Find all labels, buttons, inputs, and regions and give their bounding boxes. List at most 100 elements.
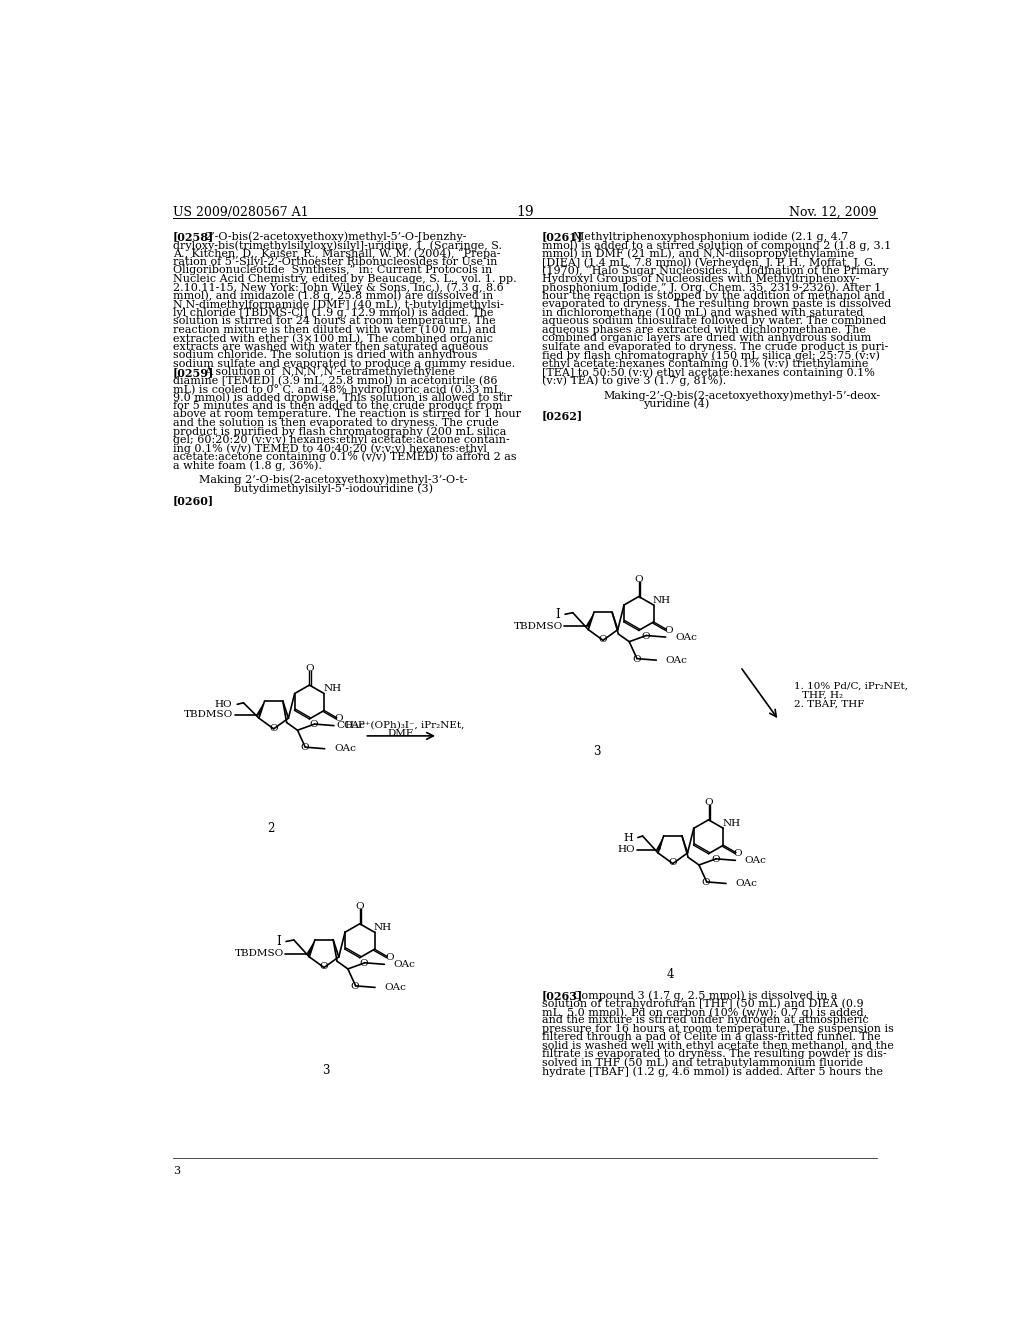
- Text: filtrate is evaporated to dryness. The resulting powder is dis-: filtrate is evaporated to dryness. The r…: [542, 1049, 887, 1059]
- Text: extracts are washed with water then saturated aqueous: extracts are washed with water then satu…: [173, 342, 488, 351]
- Polygon shape: [586, 612, 594, 627]
- Text: aqueous phases are extracted with dichloromethane. The: aqueous phases are extracted with dichlo…: [542, 325, 866, 335]
- Text: O: O: [635, 576, 643, 583]
- Text: [TEA] to 50:50 (v:v) ethyl acetate:hexanes containing 0.1%: [TEA] to 50:50 (v:v) ethyl acetate:hexan…: [542, 367, 874, 378]
- Text: OAc: OAc: [675, 632, 696, 642]
- Text: TBDMSO: TBDMSO: [184, 710, 233, 719]
- Text: mmol), and imidazole (1.8 g, 25.8 mmol) are dissolved in: mmol), and imidazole (1.8 g, 25.8 mmol) …: [173, 290, 494, 301]
- Text: (1970), “Halo Sugar Nucleosides. I. Iodination of the Primary: (1970), “Halo Sugar Nucleosides. I. Iodi…: [542, 265, 889, 276]
- Text: OAc: OAc: [334, 744, 355, 754]
- Text: 1. 10% Pd/C, iPr₂NEt,: 1. 10% Pd/C, iPr₂NEt,: [795, 681, 908, 690]
- Text: 3: 3: [593, 744, 601, 758]
- Text: O: O: [305, 664, 313, 673]
- Text: O: O: [664, 626, 673, 635]
- Text: reaction mixture is then diluted with water (100 mL) and: reaction mixture is then diluted with wa…: [173, 325, 496, 335]
- Text: dryloxy-bis(trimethylsilyloxy)silyl]-uridine, 1, (Scaringe, S.: dryloxy-bis(trimethylsilyloxy)silyl]-uri…: [173, 240, 502, 251]
- Text: [0259]: [0259]: [173, 367, 214, 378]
- Text: hour the reaction is stopped by the addition of methanol and: hour the reaction is stopped by the addi…: [542, 290, 885, 301]
- Text: butydimethylsilyl-5’-iodouridine (3): butydimethylsilyl-5’-iodouridine (3): [233, 483, 433, 494]
- Text: 3: 3: [322, 1064, 330, 1077]
- Text: solid is washed well with ethyl acetate then methanol, and the: solid is washed well with ethyl acetate …: [542, 1040, 894, 1051]
- Text: for 5 minutes and is then added to the crude product from: for 5 minutes and is then added to the c…: [173, 401, 503, 411]
- Text: evaporated to dryness. The resulting brown paste is dissolved: evaporated to dryness. The resulting bro…: [542, 300, 891, 309]
- Text: phosphonium Iodide,” J. Org. Chem. 35, 2319-2326). After 1: phosphonium Iodide,” J. Org. Chem. 35, 2…: [542, 282, 881, 293]
- Text: HO: HO: [617, 845, 635, 854]
- Text: 4: 4: [667, 968, 674, 981]
- Text: O: O: [359, 960, 369, 968]
- Text: above at room temperature. The reaction is stirred for 1 hour: above at room temperature. The reaction …: [173, 409, 521, 420]
- Text: O: O: [641, 632, 650, 640]
- Text: H: H: [624, 833, 633, 842]
- Text: O: O: [599, 635, 607, 644]
- Text: Nov. 12, 2009: Nov. 12, 2009: [790, 206, 877, 219]
- Text: gel; 60:20:20 (v:v:v) hexanes:ethyl acetate:acetone contain-: gel; 60:20:20 (v:v:v) hexanes:ethyl acet…: [173, 434, 510, 445]
- Text: sodium chloride. The solution is dried with anhydrous: sodium chloride. The solution is dried w…: [173, 350, 477, 360]
- Text: N,N-dimethylformamide [DMF] (40 mL), t-butyldimethylsi-: N,N-dimethylformamide [DMF] (40 mL), t-b…: [173, 300, 504, 310]
- Text: 19: 19: [516, 205, 534, 219]
- Text: a white foam (1.8 g, 36%).: a white foam (1.8 g, 36%).: [173, 461, 322, 471]
- Text: O: O: [300, 743, 309, 752]
- Text: and the mixture is stirred under hydrogen at atmospheric: and the mixture is stirred under hydroge…: [542, 1015, 868, 1026]
- Text: DMF: DMF: [388, 729, 414, 738]
- Text: ethyl acetate:hexanes containing 0.1% (v:v) triethylamine: ethyl acetate:hexanes containing 0.1% (v…: [542, 359, 868, 370]
- Text: mL) is cooled to 0° C. and 48% hydrofluoric acid (0.33 mL,: mL) is cooled to 0° C. and 48% hydrofluo…: [173, 384, 505, 395]
- Text: extracted with ether (3×100 mL). The combined organic: extracted with ether (3×100 mL). The com…: [173, 333, 493, 343]
- Text: pressure for 16 hours at room temperature. The suspension is: pressure for 16 hours at room temperatur…: [542, 1024, 894, 1034]
- Text: sulfate and evaporated to dryness. The crude product is puri-: sulfate and evaporated to dryness. The c…: [542, 342, 888, 351]
- Text: [0260]: [0260]: [173, 495, 214, 506]
- Text: Making 2’-O-bis(2-acetoxyethoxy)methyl-3’-O-t-: Making 2’-O-bis(2-acetoxyethoxy)methyl-3…: [199, 475, 468, 486]
- Text: Oligoribonucleotide  Synthesis,” in: Current Protocols in: Oligoribonucleotide Synthesis,” in: Curr…: [173, 265, 493, 276]
- Text: combined organic layers are dried with anhydrous sodium: combined organic layers are dried with a…: [542, 333, 871, 343]
- Text: O: O: [319, 962, 329, 972]
- Text: 2.10.11-15. New York: John Wiley & Sons, Inc.), (7.3 g, 8.6: 2.10.11-15. New York: John Wiley & Sons,…: [173, 282, 504, 293]
- Text: O: O: [632, 655, 640, 664]
- Text: OAc: OAc: [666, 656, 687, 665]
- Text: O: O: [711, 855, 720, 865]
- Text: mmol) in DMF (21 mL), and N,N-diisopropylethylamine: mmol) in DMF (21 mL), and N,N-diisopropy…: [542, 248, 854, 259]
- Text: I: I: [556, 607, 560, 620]
- Text: OAc: OAc: [393, 960, 416, 969]
- Text: solution of tetrahydrofuran [THF] (50 mL) and DIEA (0.9: solution of tetrahydrofuran [THF] (50 mL…: [542, 998, 863, 1008]
- Text: [0262]: [0262]: [542, 411, 583, 421]
- Text: [0263]: [0263]: [542, 990, 583, 1001]
- Text: US 2009/0280567 A1: US 2009/0280567 A1: [173, 206, 308, 219]
- Text: O: O: [734, 849, 742, 858]
- Text: fied by flash chromatography (150 mL silica gel; 25:75 (v:v): fied by flash chromatography (150 mL sil…: [542, 350, 880, 360]
- Text: OAc: OAc: [384, 983, 407, 991]
- Text: [0258]: [0258]: [173, 231, 214, 243]
- Text: mmol) is added to a stirred solution of compound 2 (1.8 g, 3.1: mmol) is added to a stirred solution of …: [542, 240, 891, 251]
- Text: diamine [TEMED] (3.9 mL, 25.8 mmol) in acetonitrile (86: diamine [TEMED] (3.9 mL, 25.8 mmol) in a…: [173, 376, 498, 385]
- Text: ing 0.1% (v/v) TEMED to 40:40:20 (v:v:v) hexanes:ethyl: ing 0.1% (v/v) TEMED to 40:40:20 (v:v:v)…: [173, 444, 486, 454]
- Text: Hydroxyl Groups of Nucleosides with Methyltriphenoxy-: Hydroxyl Groups of Nucleosides with Meth…: [542, 275, 859, 284]
- Text: TBDMSO: TBDMSO: [234, 949, 284, 958]
- Text: filtered through a pad of Celite in a glass-fritted funnel. The: filtered through a pad of Celite in a gl…: [542, 1032, 881, 1043]
- Text: O: O: [669, 858, 677, 867]
- Text: I: I: [276, 935, 282, 948]
- Text: aqueous sodium thiosulfate followed by water. The combined: aqueous sodium thiosulfate followed by w…: [542, 317, 886, 326]
- Text: [DIEA] (1.4 mL, 7.8 mmol) (Verheyden, J. P. H., Moffat, J. G.: [DIEA] (1.4 mL, 7.8 mmol) (Verheyden, J.…: [542, 257, 876, 268]
- Text: solved in THF (50 mL) and tetrabutylammonium fluoride: solved in THF (50 mL) and tetrabutylammo…: [542, 1057, 863, 1068]
- Text: Methyltriphenoxyphosphonium iodide (2.1 g, 4.7: Methyltriphenoxyphosphonium iodide (2.1 …: [572, 231, 848, 242]
- Text: HO: HO: [214, 700, 231, 709]
- Text: OAc: OAc: [744, 855, 767, 865]
- Text: mL, 5.0 mmol). Pd on carbon (10% (w/w); 0.7 g) is added,: mL, 5.0 mmol). Pd on carbon (10% (w/w); …: [542, 1007, 867, 1018]
- Text: 2’-O-bis(2-acetoxyethoxy)methyl-5’-O-[benzhy-: 2’-O-bis(2-acetoxyethoxy)methyl-5’-O-[be…: [204, 231, 467, 242]
- Text: O: O: [350, 982, 359, 991]
- Text: OAc: OAc: [343, 721, 366, 730]
- Text: O: O: [705, 799, 713, 808]
- Text: NH: NH: [652, 595, 671, 605]
- Text: ration of 5’-Silyl-2’-Orthoester Ribonucleosides for Use in: ration of 5’-Silyl-2’-Orthoester Ribonuc…: [173, 257, 498, 267]
- Text: and the solution is then evaporated to dryness. The crude: and the solution is then evaporated to d…: [173, 418, 499, 428]
- Text: O: O: [355, 903, 365, 911]
- Text: [0261]: [0261]: [542, 231, 583, 243]
- Text: yuridine (4): yuridine (4): [643, 399, 709, 409]
- Text: O: O: [701, 878, 711, 887]
- Text: O: O: [385, 953, 393, 962]
- Text: hydrate [TBAF] (1.2 g, 4.6 mmol) is added. After 5 hours the: hydrate [TBAF] (1.2 g, 4.6 mmol) is adde…: [542, 1067, 883, 1077]
- Text: 2: 2: [267, 822, 275, 834]
- Text: 2. TBAF, THF: 2. TBAF, THF: [795, 700, 865, 709]
- Polygon shape: [656, 836, 664, 850]
- Text: CH₃P⁺(OPh)₃I⁻, iPr₂NEt,: CH₃P⁺(OPh)₃I⁻, iPr₂NEt,: [337, 721, 465, 730]
- Text: 3: 3: [173, 1166, 180, 1176]
- Text: O: O: [309, 721, 318, 730]
